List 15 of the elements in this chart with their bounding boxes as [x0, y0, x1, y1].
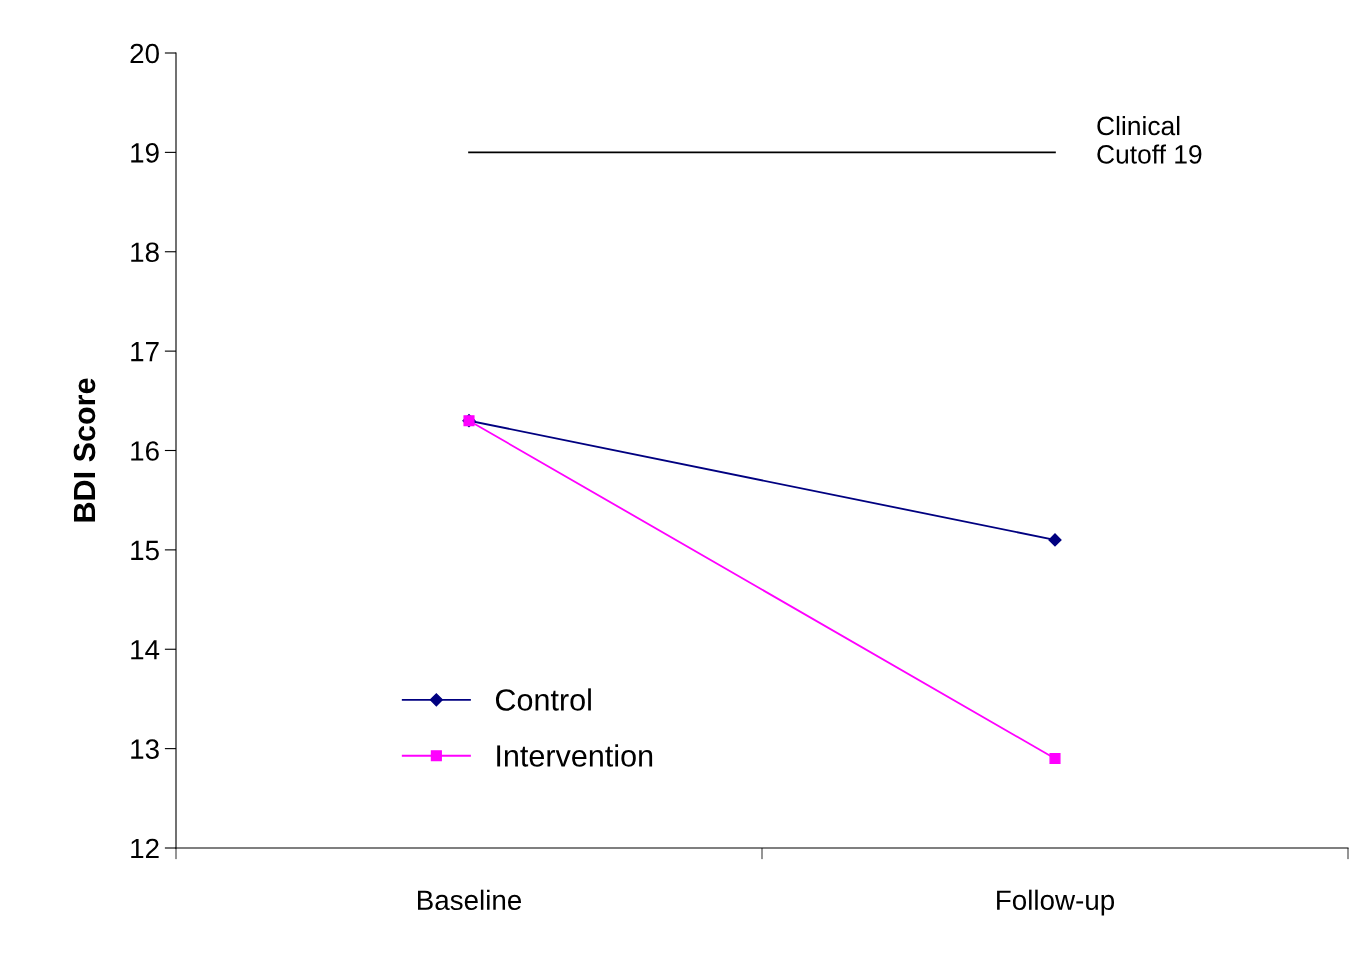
- y-tick-label: 18: [131, 242, 159, 263]
- legend-label: Intervention: [497, 744, 653, 767]
- y-tick-label: 12: [131, 838, 159, 859]
- y-tick-label: 15: [131, 540, 159, 561]
- y-tick-label: 16: [131, 441, 159, 461]
- legend-label: Control: [495, 688, 591, 711]
- y-tick-label: 19: [131, 143, 159, 163]
- y-tick-label: 17: [131, 342, 159, 362]
- y-tick-label: 14: [131, 640, 160, 660]
- y-tick-label: 20: [130, 43, 159, 64]
- ref-line-label: Clinical Cutoff 19: [1097, 115, 1202, 164]
- x-tick-label: Follow-up: [997, 889, 1115, 916]
- y-tick-label: 13: [131, 739, 159, 759]
- x-tick-label: Baseline: [418, 889, 522, 911]
- y-axis-title: BDI Score: [73, 378, 96, 522]
